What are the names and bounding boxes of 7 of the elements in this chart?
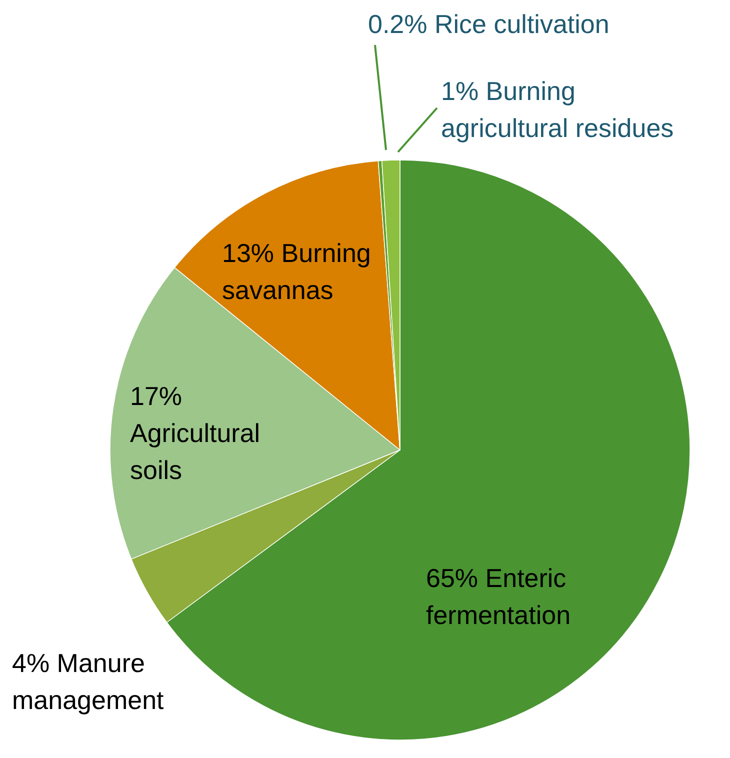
slice-label: Agricultural soils (130, 418, 260, 485)
slice-label: 0.2% Rice cultivation (368, 9, 610, 39)
slice-label: 13% Burning savannas (222, 238, 371, 305)
slice-label: 1% Burning agricultural residues (441, 76, 674, 143)
data-label: 17% (130, 381, 182, 411)
slice-label: 4% Manure management (12, 648, 165, 715)
slice-label: 65% Enteric fermentation (426, 563, 571, 630)
